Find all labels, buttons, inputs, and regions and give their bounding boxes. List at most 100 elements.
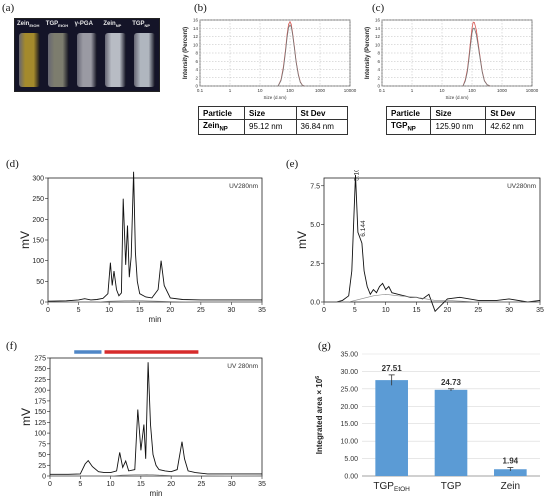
y-tick-label: 12 [193,34,199,39]
x-tick-label: 30 [228,481,236,488]
vial [76,33,98,87]
y-tick-label: 150 [32,238,44,245]
y-tick-label: 300 [32,176,44,183]
x-tick-label: 0 [322,307,326,314]
y-tick-label: 0.00 [344,474,358,481]
detector-annotation: UV280nm [229,183,258,190]
y-tick-label: 200 [34,388,46,395]
y-axis-label: Integrated area × 106 [315,376,324,454]
y-tick-label: 5.0 [310,222,320,229]
series-line [47,171,262,302]
vial [47,33,69,87]
x-tick-label: 0.1 [197,88,204,93]
y-tick-label: 8 [377,51,380,56]
y-tick-label: 25.00 [340,386,358,393]
bar-chart-g: 0.00 5.00 10.00 15.00 20.00 25.00 30.00 35.00 27… [315,352,540,493]
y-tick-label: 200 [32,217,44,224]
x-tick-label: 25 [197,307,205,314]
panel-label-g: (g) [318,340,331,352]
bar [494,469,527,476]
y-tick-label: 275 [34,356,46,363]
y-tick-label: 6 [195,59,198,64]
series-line [277,24,305,87]
x-axis-label: min [149,315,162,324]
x-tick-label: 10 [382,307,390,314]
y-tick-label: 2 [195,75,198,80]
x-tick-label: 5 [353,307,357,314]
y-tick-label: 12 [375,34,381,39]
series-line [324,293,540,303]
y-tick-label: 75 [38,441,46,448]
vial-label: ZeinEtOH [17,21,40,29]
peak-label: 5.100 [353,170,360,181]
x-tick-label: 15 [136,307,144,314]
y-axis-label: Intensity (Percent) [365,27,371,79]
series-line [48,299,262,303]
y-tick-label: 7.5 [310,183,320,190]
plot-frame [323,177,541,303]
y-tick-label: 250 [32,196,44,203]
y-tick-label: 2.5 [310,261,320,268]
x-tick-label: 10000 [344,88,357,93]
chromatogram-e: 0 5 10 15 20 25 30 35 0.0 2.5 5.0 7.5 mV UV280nm 5.100… [296,170,544,314]
y-axis-label: Intensity (Percent) [183,27,189,79]
data-label: 24.73 [441,378,462,387]
y-axis-label: mV [296,231,309,249]
stats-size: 125.90 nm [430,119,487,135]
x-tick-label: 25 [198,481,206,488]
x-tick-label: 10 [257,88,263,93]
x-tick-label: 30 [505,307,513,314]
x-tick-label: 20 [166,307,174,314]
vial-label: TGPEtOH [45,21,69,29]
stats-header: St Dev [485,106,536,120]
vial-label: TGPNP [132,21,151,29]
stats-header: Size [430,106,487,120]
panel-label-c: (c) [372,2,385,14]
dls-chart-zein: 0 2 4 6 8 10 12 14 16 0.1 1 10 100 1000 10000 Size (d.n… [183,18,357,101]
x-tick-label: 10000 [526,88,539,93]
stats-header: Size [244,106,297,120]
x-tick-label: 35 [258,481,266,488]
category-label: TGPEtOH [373,481,410,493]
plot-frame [49,357,263,477]
x-tick-label: 15 [137,481,145,488]
x-tick-label: 5 [77,307,81,314]
stats-header: Particle [385,106,432,120]
y-tick-label: 8 [195,51,198,56]
peak-label: 6.144 [360,220,367,237]
vial [134,33,155,87]
panel-label-b: (b) [194,2,207,14]
panel-label-f: (f) [6,340,17,352]
data-label: 1.94 [503,456,519,465]
x-tick-label: 25 [474,307,482,314]
y-tick-label: 250 [34,366,46,373]
y-tick-label: 2 [377,75,380,80]
panel-label-e: (e) [286,158,299,170]
y-tick-label: 125 [34,420,46,427]
x-tick-label: 0 [48,481,52,488]
y-tick-label: 175 [34,398,46,405]
x-tick-label: 20 [167,481,175,488]
stats-particle: TGPNP [385,119,432,135]
x-tick-label: 35 [258,307,266,314]
vial [105,33,127,87]
x-tick-label: 0.1 [379,88,386,93]
x-tick-label: 0 [46,307,50,314]
y-tick-label: 50 [38,452,46,459]
stats-stdev: 42.62 nm [485,119,536,135]
y-tick-label: 10.00 [340,439,358,446]
y-tick-label: 5.00 [344,456,358,463]
series-line [462,27,491,87]
stats-particle: ZeinNP [197,119,246,135]
y-tick-label: 15.00 [340,421,358,428]
y-tick-label: 100 [34,431,46,438]
vial-label: γ-PGA [74,21,93,27]
detector-annotation: UV280nm [507,183,536,190]
panel-label-a: (a) [2,2,15,14]
x-tick-label: 1000 [315,88,326,93]
y-tick-label: 10 [375,42,381,47]
y-tick-label: 0.0 [310,300,320,307]
y-tick-label: 10 [193,42,199,47]
category-label: TGP [441,481,462,492]
y-tick-label: 0 [377,84,380,89]
